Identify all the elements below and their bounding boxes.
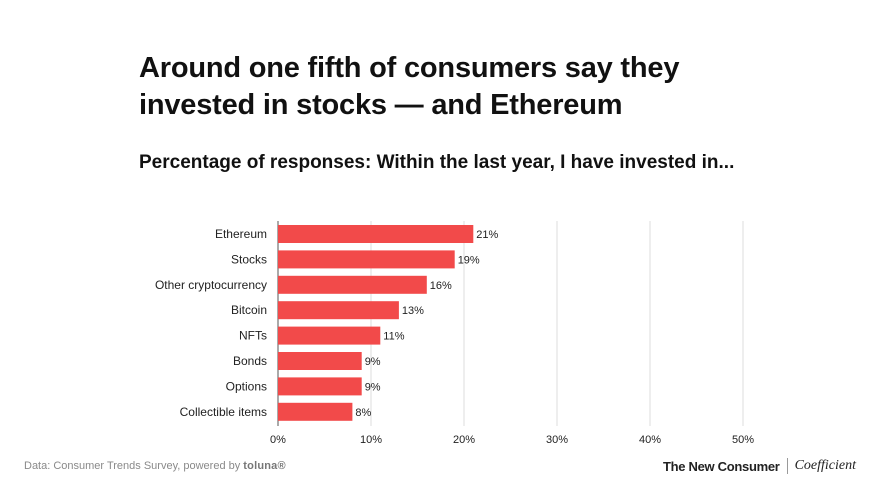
source-text: Data: Consumer Trends Survey, powered by — [24, 460, 244, 472]
x-tick-label: 20% — [453, 434, 475, 446]
x-tick-label: 30% — [546, 434, 568, 446]
category-label: Options — [226, 379, 267, 393]
data-label: 11% — [383, 331, 404, 343]
data-label: 21% — [476, 229, 498, 241]
bar — [278, 326, 381, 345]
category-label: Stocks — [231, 252, 267, 266]
bar — [278, 352, 362, 370]
bar — [278, 275, 427, 294]
data-label: 9% — [365, 356, 381, 368]
x-tick-label: 0% — [270, 434, 286, 446]
data-label: 16% — [430, 280, 452, 292]
publisher-logos: The New Consumer Coefficient — [663, 458, 856, 474]
chart-subtitle: Percentage of responses: Within the last… — [139, 152, 735, 173]
data-label: 9% — [365, 381, 381, 393]
coefficient-logo: Coefficient — [794, 458, 856, 473]
the-new-consumer-logo: The New Consumer — [663, 458, 780, 474]
x-tick-label: 40% — [639, 434, 661, 446]
x-tick-label: 50% — [732, 434, 754, 446]
bar — [278, 402, 353, 421]
bar — [278, 301, 399, 320]
x-axis-ticks: 0% 10% 20% 30% 40% 50% — [270, 434, 754, 446]
data-label: 19% — [458, 254, 480, 266]
toluna-logo: toluna® — [243, 460, 286, 472]
category-label: NFTs — [239, 329, 267, 343]
bar — [278, 250, 455, 269]
data-label: 8% — [355, 407, 371, 419]
category-labels: Ethereum Stocks Other cryptocurrency Bitcoi… — [155, 227, 267, 419]
category-label: Ethereum — [215, 227, 267, 241]
category-label: Other cryptocurrency — [155, 278, 267, 292]
chart-title: Around one fifth of consumers say they i… — [139, 52, 680, 121]
logo-divider — [786, 458, 788, 474]
value-labels: 21% 19% 16% 13% 11% 9% 9% 8% — [355, 229, 498, 419]
category-label: Bitcoin — [231, 303, 267, 317]
x-tick-label: 10% — [360, 434, 382, 446]
bar — [278, 377, 362, 396]
bars — [278, 225, 474, 421]
category-label: Bonds — [233, 354, 267, 368]
source-note: Data: Consumer Trends Survey, powered by… — [24, 460, 286, 472]
data-label: 13% — [402, 305, 424, 317]
bar — [278, 225, 474, 243]
category-label: Collectible items — [180, 405, 267, 419]
